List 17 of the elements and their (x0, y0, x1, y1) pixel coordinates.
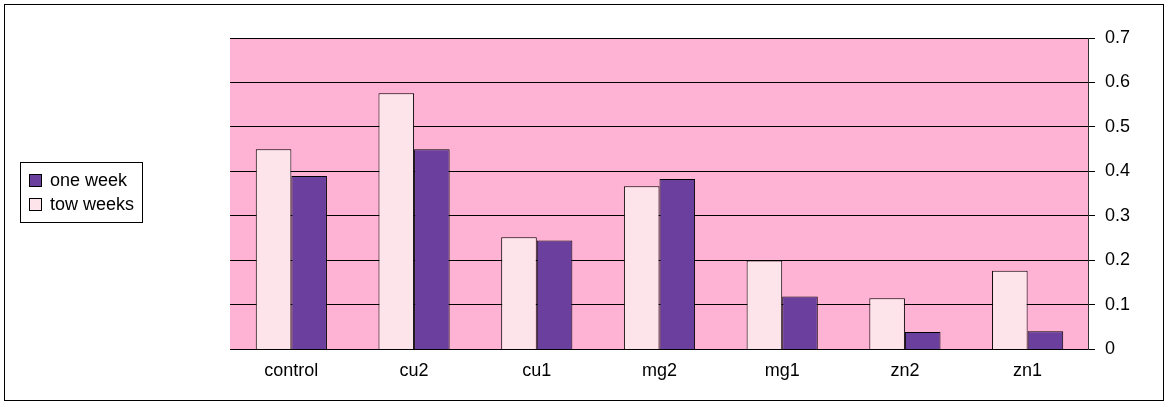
y-tick-label: 0.5 (1104, 115, 1131, 136)
y-tick-label: 0.4 (1104, 160, 1131, 181)
y-tick-label: 0.1 (1104, 293, 1131, 314)
y-tick-label: 0.3 (1104, 204, 1131, 225)
x-tick-label: zn1 (1013, 360, 1043, 381)
x-tick-label: cu2 (399, 360, 429, 381)
y-tick-label: 0.6 (1104, 71, 1131, 92)
x-tick-label: mg1 (764, 360, 800, 381)
x-tick-label: mg2 (641, 360, 677, 381)
legend-label: one week (50, 170, 128, 191)
y-tick-label: 0.7 (1104, 26, 1131, 47)
x-tick-label: zn2 (890, 360, 920, 381)
x-tick-label: cu1 (522, 360, 552, 381)
y-tick-label: 0.2 (1104, 249, 1131, 270)
legend-label: tow weeks (50, 194, 135, 215)
y-tick-label: 0 (1104, 338, 1115, 359)
x-tick-label: control (264, 360, 319, 381)
